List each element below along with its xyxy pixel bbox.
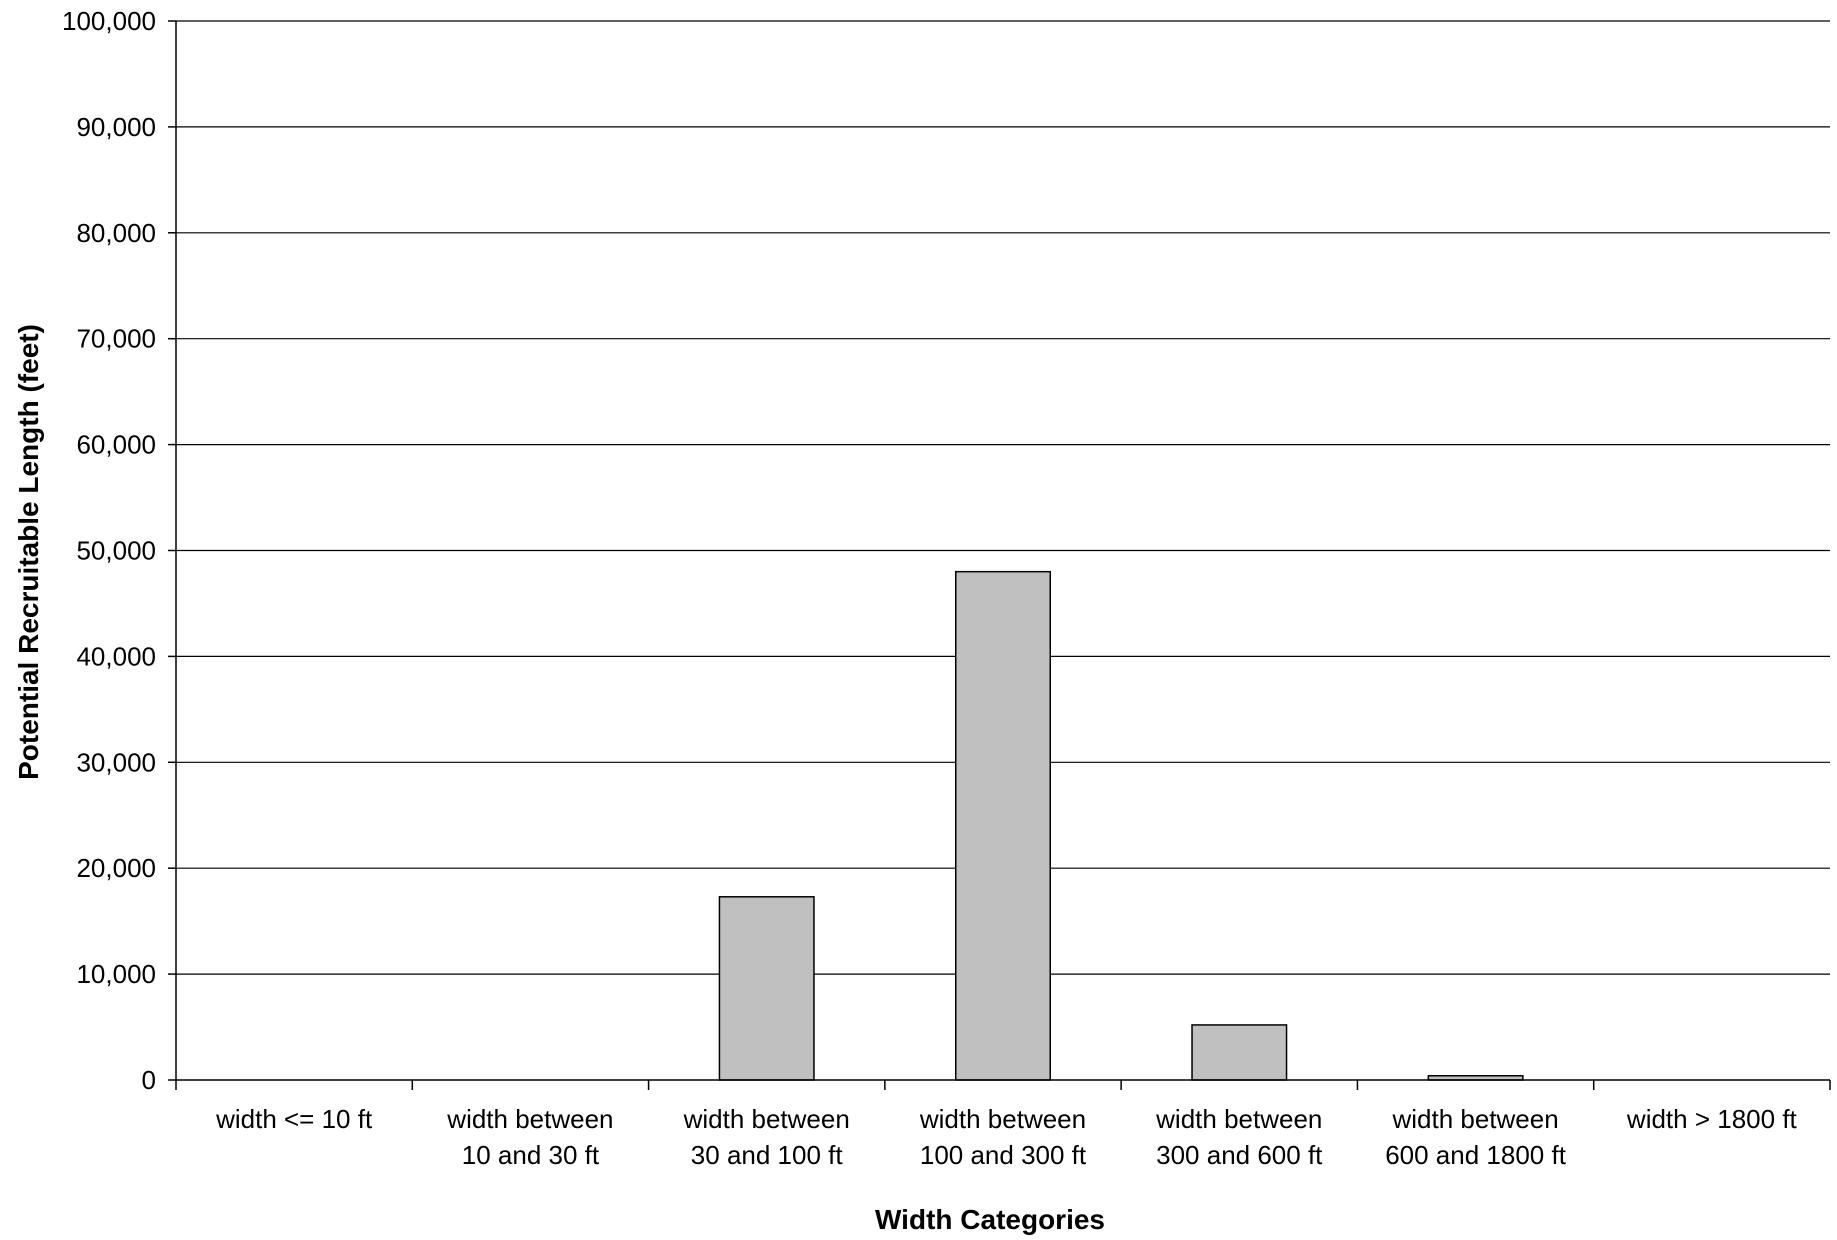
y-tick-label: 20,000 bbox=[76, 853, 156, 883]
bars bbox=[719, 572, 1522, 1080]
x-category-label: width between 300 and 600 ft bbox=[1155, 1104, 1323, 1170]
y-tick-label: 90,000 bbox=[76, 112, 156, 142]
y-tick-label: 10,000 bbox=[76, 959, 156, 989]
y-tick-label: 80,000 bbox=[76, 218, 156, 248]
x-category-label: width <= 10 ft bbox=[215, 1104, 373, 1134]
x-category-label: width between 100 and 300 ft bbox=[919, 1104, 1087, 1170]
y-tick-label: 50,000 bbox=[76, 536, 156, 566]
y-tick-label: 40,000 bbox=[76, 641, 156, 671]
bar bbox=[956, 572, 1051, 1080]
x-category-label: width > 1800 ft bbox=[1626, 1104, 1798, 1134]
bar bbox=[719, 897, 814, 1080]
y-tick-labels: 0 10,000 20,000 30,000 40,000 50,000 60,000 70,… bbox=[62, 6, 156, 1095]
y-tick-label: 60,000 bbox=[76, 430, 156, 460]
x-category-label: width between 600 and 1800 ft bbox=[1385, 1104, 1566, 1170]
x-axis-title: Width Categories bbox=[875, 1204, 1105, 1235]
y-tick-label: 0 bbox=[142, 1065, 156, 1095]
y-axis-title: Potential Recruitable Length (feet) bbox=[13, 324, 44, 780]
y-tick-label: 100,000 bbox=[62, 6, 156, 36]
bar bbox=[1192, 1025, 1287, 1080]
y-tick-label: 30,000 bbox=[76, 747, 156, 777]
x-category-labels: width <= 10 ft width between 10 and 30 ft w… bbox=[215, 1104, 1797, 1170]
x-category-label: width between 10 and 30 ft bbox=[446, 1104, 613, 1170]
x-category-label: width between 30 and 100 ft bbox=[683, 1104, 850, 1170]
y-tick-label: 70,000 bbox=[76, 324, 156, 354]
